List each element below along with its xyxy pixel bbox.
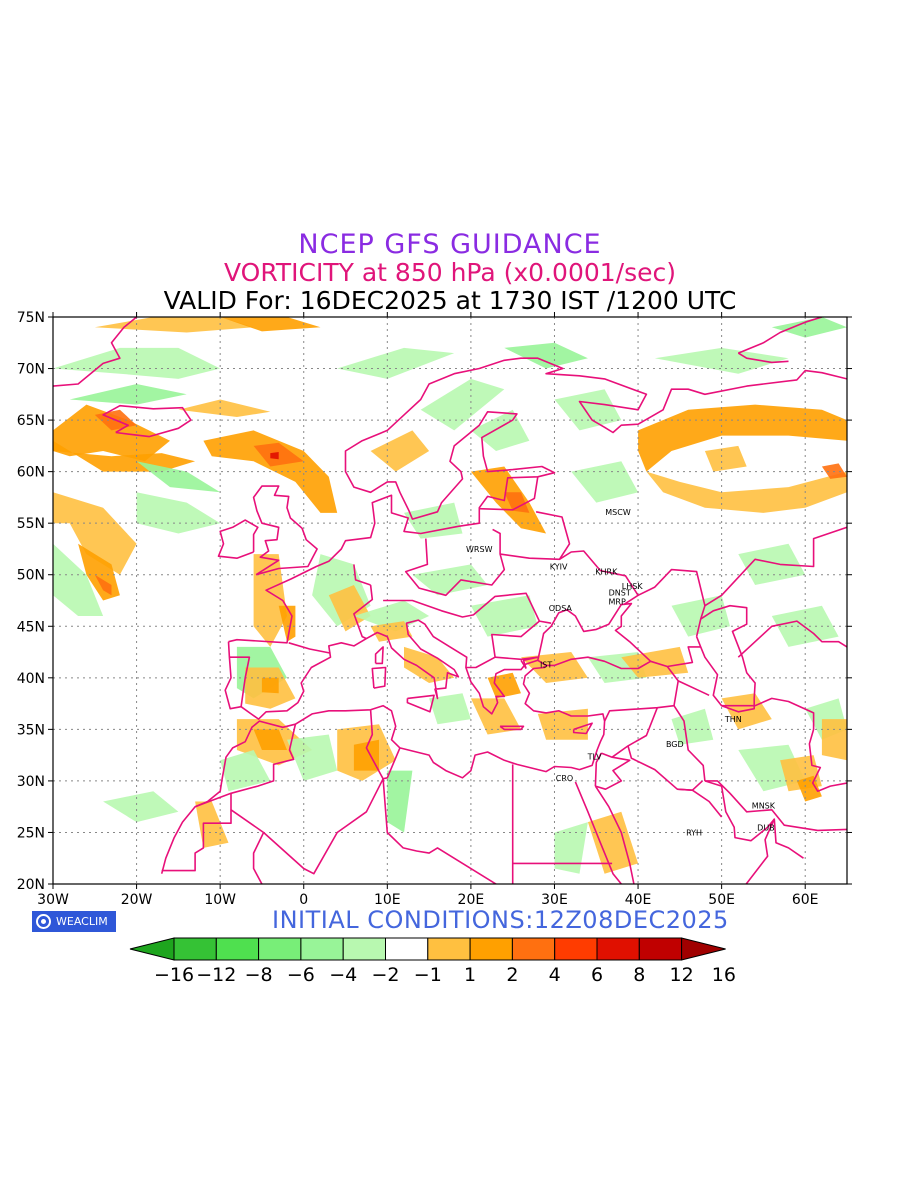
lon-tick-label: 40E (625, 892, 652, 908)
lat-tick-label: 45N (17, 619, 45, 635)
colorbar-segment (511, 937, 556, 961)
colorbar-label: 16 (712, 964, 736, 986)
city-label: DUB (757, 823, 775, 832)
lat-tick-label: 35N (17, 722, 45, 738)
colorbar-segment (596, 937, 640, 961)
city-label: TLV (587, 752, 602, 761)
city-label: CRO (556, 774, 573, 783)
valid-time: VALID For: 16DEC2025 at 1730 IST /1200 U… (163, 286, 737, 315)
city-label: MNSK (752, 802, 776, 811)
city-label: ODSA (549, 604, 573, 613)
city-label: KHRK (595, 568, 618, 577)
lon-tick-label: 10W (204, 892, 236, 908)
lon-tick-label: 20E (458, 892, 485, 908)
colorbar-label: −8 (245, 964, 273, 986)
lon-tick-label: 20W (121, 892, 153, 908)
colorbar-label: 1 (464, 964, 476, 986)
colorbar-label: −2 (371, 964, 399, 986)
lat-tick-label: 55N (17, 516, 45, 532)
map-frame (52, 316, 848, 885)
lat-tick-label: 75N (17, 310, 45, 326)
colorbar-label: 2 (506, 964, 518, 986)
lat-tick-label: 30N (17, 774, 45, 790)
colorbar-label: −4 (329, 964, 357, 986)
city-label: LHSK (622, 582, 644, 591)
colorbar-label: 6 (591, 964, 603, 986)
lon-tick-label: 30E (541, 892, 568, 908)
lon-tick-label: 50E (708, 892, 735, 908)
city-label: WRSW (466, 545, 493, 554)
colorbar-arrow-left (129, 937, 175, 961)
colorbar-segment (469, 937, 513, 961)
city-label: KYIV (550, 563, 568, 572)
lat-tick-label: 40N (17, 671, 45, 687)
colorbar-segment (638, 937, 683, 961)
lat-tick-label: 65N (17, 413, 45, 429)
colorbar-label: 8 (633, 964, 645, 986)
colorbar-segment (554, 937, 598, 961)
chart-subtitle: VORTICITY at 850 hPa (x0.0001/sec) (223, 258, 676, 287)
colorbar-segment (215, 937, 260, 961)
lat-tick-label: 60N (17, 465, 45, 481)
city-label: RYH (686, 829, 702, 838)
colorbar-label: 12 (670, 964, 694, 986)
colorbar-arrow-right (681, 937, 726, 961)
lat-tick-label: 25N (17, 825, 45, 841)
city-label: THN (724, 715, 742, 724)
colorbar-segment (385, 937, 429, 961)
weaclim-icon (36, 914, 51, 929)
lon-tick-label: 0 (299, 892, 308, 908)
colorbar-label: −12 (196, 964, 236, 986)
colorbar-segment (427, 937, 471, 961)
lon-tick-label: 60E (792, 892, 819, 908)
city-label: MSCW (605, 508, 631, 517)
lon-tick-label: 10E (374, 892, 401, 908)
lat-tick-label: 70N (17, 362, 45, 378)
logo-text: WEACLIM (56, 915, 108, 928)
colorbar-segment (342, 937, 387, 961)
city-label: BGD (666, 740, 684, 749)
city-label: DNST (609, 588, 631, 597)
colorbar-segment (173, 937, 217, 961)
colorbar-label: −6 (287, 964, 315, 986)
colorbar-segment (258, 937, 302, 961)
colorbar-label: −16 (154, 964, 194, 986)
colorbar-label: 4 (549, 964, 561, 986)
lat-tick-label: 50N (17, 568, 45, 584)
lon-tick-label: 30W (37, 892, 69, 908)
lat-tick-label: 20N (17, 877, 45, 893)
city-label: MRP (609, 598, 626, 607)
initial-conditions: INITIAL CONDITIONS:12Z08DEC2025 (272, 906, 729, 934)
weaclim-logo: WEACLIM (32, 911, 116, 932)
city-label: IST (540, 661, 552, 670)
colorbar-segment (300, 937, 344, 961)
colorbar-label: −1 (414, 964, 442, 986)
chart-title: NCEP GFS GUIDANCE (298, 229, 602, 260)
